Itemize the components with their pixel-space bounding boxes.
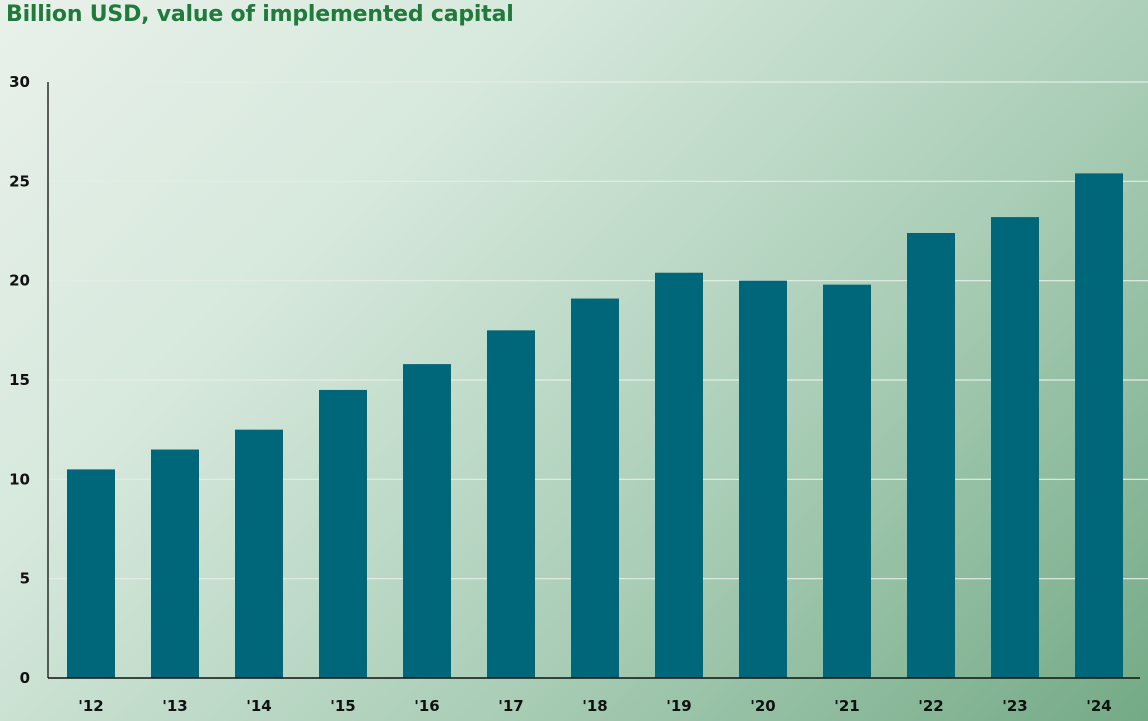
bar — [823, 284, 871, 678]
x-tick-label: '14 — [246, 697, 271, 715]
x-tick-label: '12 — [78, 697, 103, 715]
x-tick-label: '24 — [1086, 697, 1111, 715]
x-tick-label: '18 — [582, 697, 607, 715]
chart-title: Billion USD, value of implemented capita… — [6, 2, 514, 27]
bar — [571, 298, 619, 678]
bar — [403, 364, 451, 678]
bar — [655, 272, 703, 678]
x-tick-label: '13 — [162, 697, 187, 715]
axes — [47, 82, 1140, 679]
bar — [1075, 173, 1123, 679]
y-tick-label: 30 — [9, 73, 30, 91]
x-tick-label: '21 — [834, 697, 859, 715]
y-tick-label: 15 — [9, 371, 30, 389]
y-tick-label: 10 — [9, 470, 30, 488]
bar — [235, 429, 283, 678]
x-tick-label: '20 — [750, 697, 775, 715]
x-tick-label: '19 — [666, 697, 691, 715]
bar — [67, 469, 115, 678]
bar — [487, 330, 535, 678]
x-tick-label: '15 — [330, 697, 355, 715]
y-tick-label: 20 — [9, 272, 30, 290]
bar — [151, 449, 199, 678]
x-tick-label: '22 — [918, 697, 943, 715]
bar — [991, 217, 1039, 679]
y-tick-label: 5 — [20, 570, 30, 588]
x-tick-label: '16 — [414, 697, 439, 715]
y-tick-label: 0 — [20, 669, 30, 687]
bars — [67, 173, 1123, 679]
x-tick-label: '23 — [1002, 697, 1027, 715]
y-axis-tick-labels: 0 5 10 15 20 25 30 — [9, 73, 30, 687]
y-tick-label: 25 — [9, 172, 30, 190]
bar — [907, 232, 955, 678]
x-axis-tick-labels: '12 '13 '14 '15 '16 '17 '18 '19 '20 '21 '22 '23 '24 — [78, 697, 1111, 715]
bar — [739, 280, 787, 678]
bar — [319, 389, 367, 678]
x-tick-label: '17 — [498, 697, 523, 715]
